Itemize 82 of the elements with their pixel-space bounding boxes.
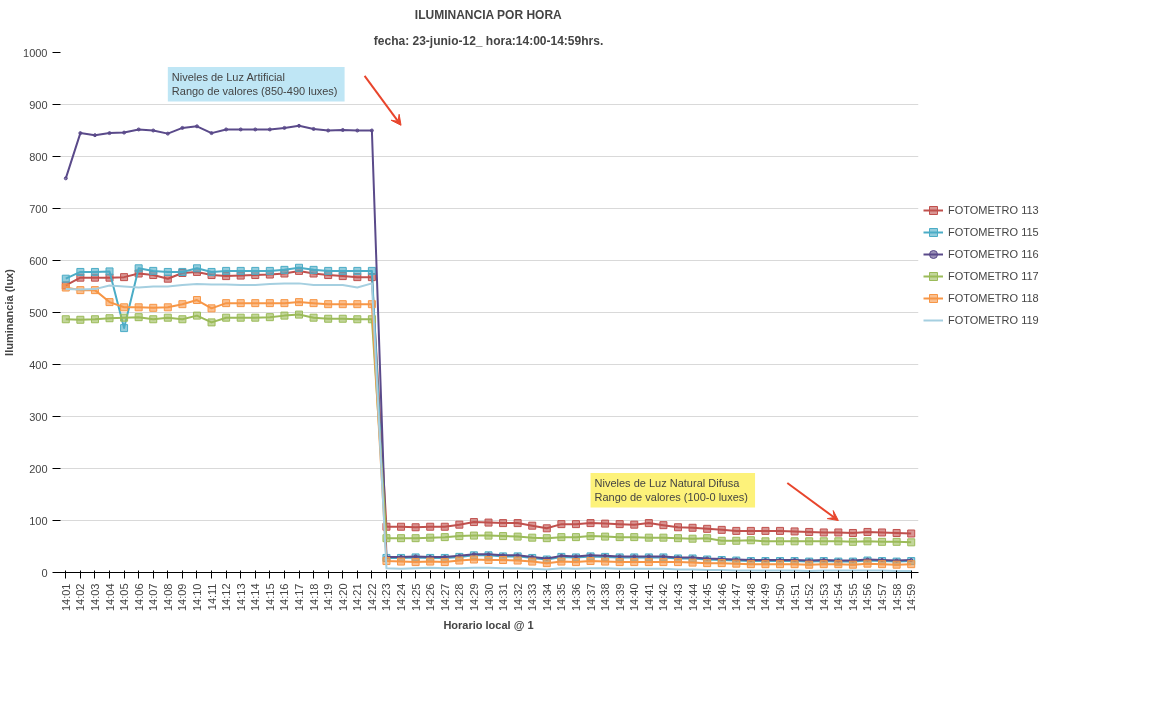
- annotation: Niveles de Luz Natural Difusa Rango de valores (100-0 luxes): [594, 477, 749, 504]
- x-tick-label: 14:53: [817, 583, 830, 612]
- y-tick-label: 100: [29, 514, 48, 527]
- x-tick-label: 14:49: [759, 583, 772, 612]
- x-tick-label: 14:51: [788, 583, 801, 612]
- y-tick-label: 0: [41, 566, 48, 579]
- x-tick-label: 14:24: [395, 583, 408, 612]
- legend-label: FOTOMETRO 115: [948, 225, 1039, 238]
- x-tick-label: 14:57: [876, 583, 889, 612]
- x-tick-label: 14:47: [730, 583, 743, 612]
- x-tick-label: 14:06: [132, 583, 145, 612]
- x-tick-label: 14:03: [88, 583, 101, 612]
- x-tick-label: 14:45: [701, 583, 714, 612]
- y-tick-label: 600: [29, 254, 48, 267]
- x-tick-label: 14:11: [205, 583, 218, 611]
- x-tick-label: 14:22: [365, 583, 378, 612]
- y-tick-label: 700: [29, 202, 48, 215]
- x-tick-label: 14:41: [642, 583, 655, 612]
- annotation: Niveles de Luz Artificial Rango de valores (850-490 luxes): [171, 70, 338, 98]
- x-tick-label: 14:15: [263, 583, 276, 612]
- x-tick-label: 14:28: [453, 583, 466, 612]
- x-tick-label: 14:55: [846, 583, 859, 612]
- x-tick-label: 14:18: [307, 583, 320, 612]
- x-tick-label: 14:59: [905, 583, 918, 612]
- x-tick-label: 14:21: [351, 583, 364, 612]
- x-tick-label: 14:48: [744, 583, 757, 612]
- x-tick-label: 14:50: [774, 583, 787, 612]
- x-tick-label: 14:10: [190, 583, 203, 612]
- y-tick-label: 1000: [23, 46, 48, 59]
- x-tick-label: 14:29: [467, 583, 480, 612]
- x-tick-label: 14:31: [497, 583, 510, 612]
- legend-label: FOTOMETRO 113: [948, 203, 1039, 216]
- legend-label: FOTOMETRO 117: [948, 269, 1039, 282]
- x-tick-label: 14:12: [220, 583, 233, 612]
- x-tick-label: 14:09: [176, 583, 189, 612]
- x-tick-label: 14:33: [526, 583, 539, 612]
- x-tick-label: 14:13: [234, 583, 247, 612]
- x-tick-label: 14:19: [322, 583, 335, 612]
- y-tick-label: 300: [29, 410, 48, 423]
- x-tick-label: 14:39: [613, 583, 626, 612]
- x-tick-label: 14:05: [118, 583, 131, 612]
- x-tick-label: 14:01: [59, 583, 72, 612]
- legend-label: FOTOMETRO 116: [948, 247, 1039, 260]
- x-tick-label: 14:27: [438, 583, 451, 612]
- x-tick-label: 14:40: [628, 583, 641, 612]
- x-tick-label: 14:16: [278, 583, 291, 612]
- x-tick-label: 14:07: [147, 583, 160, 612]
- x-tick-label: 14:37: [584, 583, 597, 612]
- x-tick-label: 14:38: [599, 583, 612, 612]
- y-tick-label: 400: [29, 358, 48, 371]
- x-tick-label: 14:26: [424, 583, 437, 612]
- legend-label: FOTOMETRO 119: [948, 313, 1039, 326]
- x-tick-label: 14:58: [890, 583, 903, 612]
- x-tick-label: 14:34: [540, 583, 553, 612]
- x-tick-label: 14:02: [74, 583, 87, 612]
- chart-title: ILUMINANCIA POR HORA: [414, 7, 563, 22]
- x-tick-label: 14:08: [161, 583, 174, 612]
- chart-subtitle: fecha: 23-junio-12_ hora:14:00-14:59hrs.: [373, 33, 604, 48]
- x-tick-label: 14:32: [511, 583, 524, 612]
- x-tick-label: 14:52: [803, 583, 816, 612]
- x-tick-label: 14:14: [249, 583, 262, 612]
- y-axis-title: Iluminancia (lux): [3, 268, 16, 356]
- x-tick-label: 14:23: [380, 583, 393, 612]
- y-tick-label: 500: [29, 306, 48, 319]
- y-tick-label: 800: [29, 150, 48, 163]
- x-tick-label: 14:43: [671, 583, 684, 612]
- x-tick-label: 14:46: [715, 583, 728, 612]
- x-tick-label: 14:54: [832, 583, 845, 612]
- x-tick-label: 14:04: [103, 583, 116, 612]
- x-axis-title: Horario local @ 1: [443, 619, 534, 632]
- x-tick-label: 14:35: [555, 583, 568, 612]
- y-tick-label: 200: [29, 462, 48, 475]
- x-tick-label: 14:42: [657, 583, 670, 612]
- x-tick-label: 14:20: [336, 583, 349, 612]
- y-tick-label: 900: [29, 98, 48, 111]
- x-tick-label: 14:36: [569, 583, 582, 612]
- x-tick-label: 14:17: [293, 583, 306, 612]
- x-tick-label: 14:44: [686, 583, 699, 612]
- x-tick-label: 14:25: [409, 583, 422, 612]
- x-tick-label: 14:56: [861, 583, 874, 612]
- legend-label: FOTOMETRO 118: [948, 291, 1039, 304]
- x-tick-label: 14:30: [482, 583, 495, 612]
